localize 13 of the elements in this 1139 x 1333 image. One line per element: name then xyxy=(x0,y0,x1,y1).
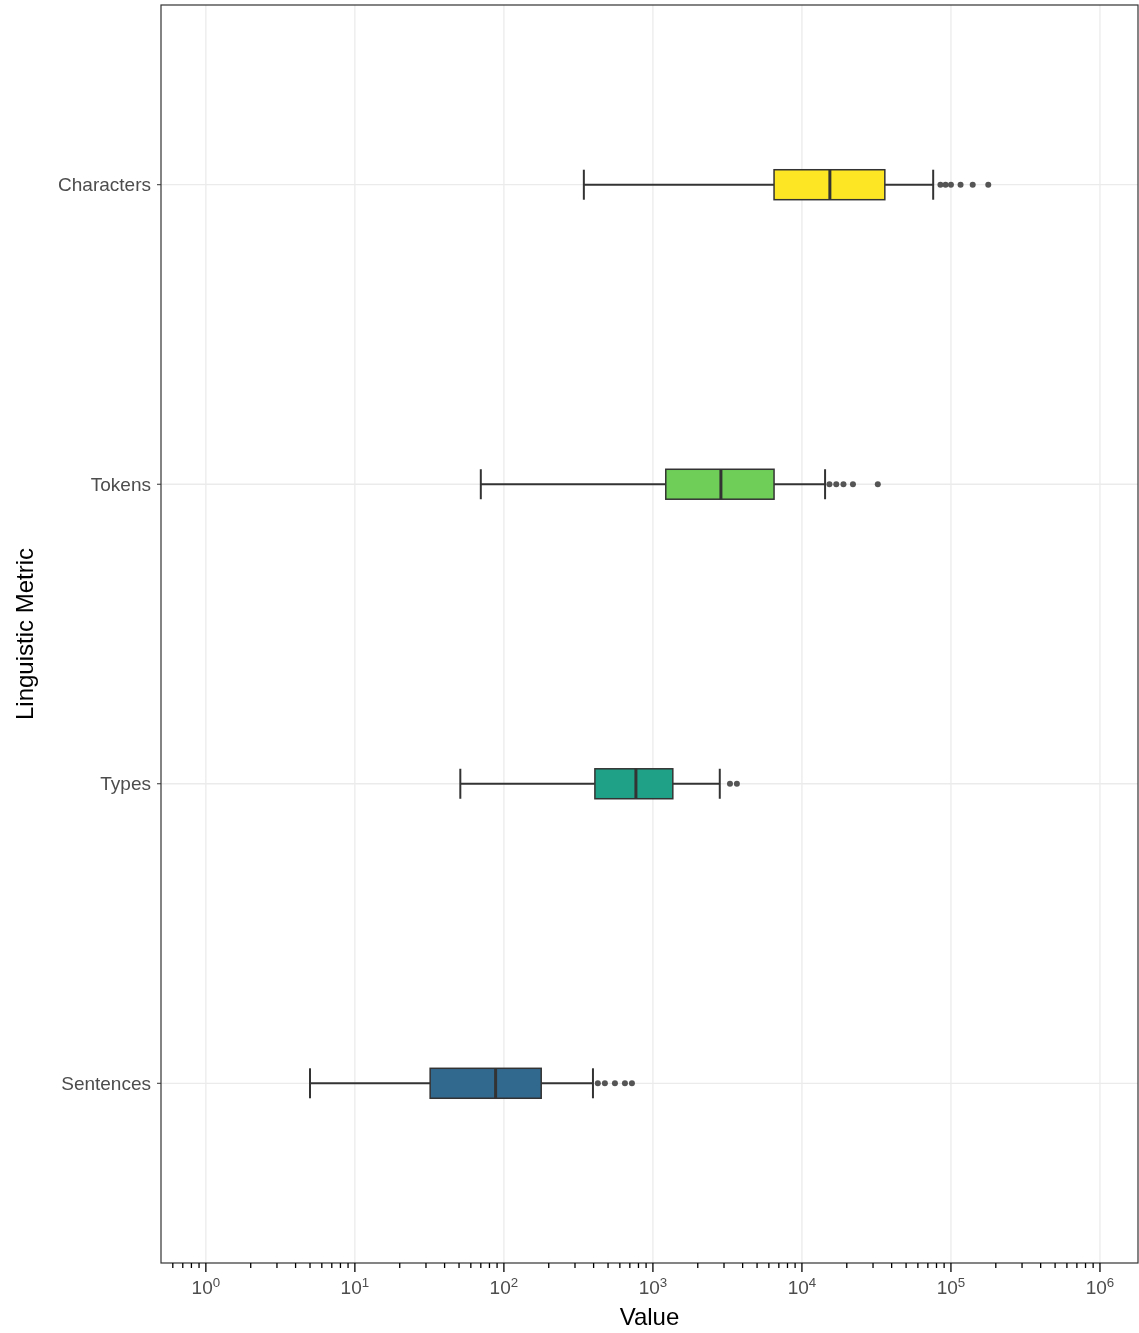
x-tick-label: 10$^{0}$ xyxy=(191,1274,221,1298)
y-tick-label: Types xyxy=(100,773,151,795)
x-tick-label: 10$^{5}$ xyxy=(936,1274,966,1298)
y-axis-title: Linguistic Metric xyxy=(11,547,38,721)
x-axis-title: Value xyxy=(619,1303,680,1330)
x-tick-label: 10$^{6}$ xyxy=(1085,1274,1115,1298)
y-tick-label: Sentences xyxy=(61,1072,151,1094)
x-tick-label: 10$^{2}$ xyxy=(489,1274,519,1298)
y-tick-label: Tokens xyxy=(90,473,151,495)
x-tick-label: 10$^{1}$ xyxy=(340,1274,370,1298)
x-tick-label: 10$^{4}$ xyxy=(787,1274,817,1298)
x-tick-label: 10$^{3}$ xyxy=(638,1274,668,1298)
y-tick-label: Characters xyxy=(58,174,151,196)
